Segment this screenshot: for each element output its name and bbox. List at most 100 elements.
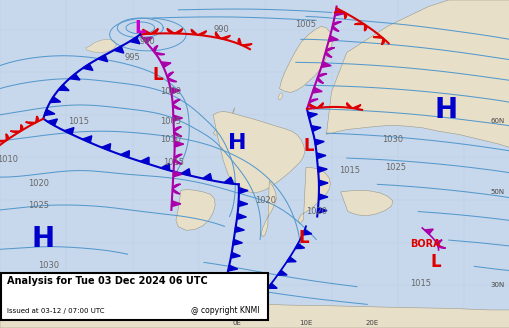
Text: 1015: 1015 bbox=[338, 166, 359, 175]
Polygon shape bbox=[325, 48, 334, 57]
Polygon shape bbox=[333, 11, 346, 19]
Polygon shape bbox=[219, 108, 241, 148]
Polygon shape bbox=[129, 37, 139, 44]
Polygon shape bbox=[82, 136, 92, 143]
Polygon shape bbox=[307, 112, 317, 118]
Polygon shape bbox=[354, 23, 366, 31]
Polygon shape bbox=[277, 92, 282, 100]
Polygon shape bbox=[373, 36, 384, 45]
Polygon shape bbox=[140, 157, 149, 164]
Polygon shape bbox=[316, 153, 325, 159]
Polygon shape bbox=[318, 194, 327, 200]
Polygon shape bbox=[236, 214, 246, 219]
Text: 0E: 0E bbox=[232, 320, 241, 326]
Text: L: L bbox=[153, 67, 163, 84]
Polygon shape bbox=[228, 265, 237, 271]
Polygon shape bbox=[10, 125, 23, 133]
Polygon shape bbox=[238, 38, 251, 46]
Polygon shape bbox=[230, 252, 240, 258]
Polygon shape bbox=[142, 37, 152, 43]
Polygon shape bbox=[167, 72, 176, 82]
Polygon shape bbox=[318, 180, 327, 186]
Polygon shape bbox=[234, 227, 244, 232]
Text: 10E: 10E bbox=[299, 320, 312, 326]
Polygon shape bbox=[202, 174, 211, 180]
Text: 1005: 1005 bbox=[295, 20, 316, 29]
Polygon shape bbox=[160, 62, 171, 68]
Polygon shape bbox=[0, 296, 509, 328]
Polygon shape bbox=[224, 278, 234, 284]
Polygon shape bbox=[436, 240, 445, 248]
Polygon shape bbox=[328, 36, 337, 42]
Text: 1015: 1015 bbox=[68, 117, 90, 126]
Polygon shape bbox=[317, 207, 326, 213]
Polygon shape bbox=[346, 103, 360, 108]
Text: H: H bbox=[434, 96, 457, 124]
Polygon shape bbox=[312, 87, 322, 93]
Polygon shape bbox=[170, 88, 180, 94]
Polygon shape bbox=[69, 74, 80, 80]
Polygon shape bbox=[172, 184, 180, 194]
Polygon shape bbox=[310, 126, 320, 132]
Polygon shape bbox=[143, 29, 158, 34]
Text: 1015: 1015 bbox=[162, 158, 184, 167]
Polygon shape bbox=[97, 55, 107, 62]
Polygon shape bbox=[114, 46, 124, 53]
Polygon shape bbox=[191, 29, 206, 35]
Polygon shape bbox=[267, 283, 277, 288]
Polygon shape bbox=[215, 32, 230, 39]
Polygon shape bbox=[174, 154, 182, 164]
Text: 50N: 50N bbox=[489, 189, 503, 195]
Polygon shape bbox=[238, 201, 247, 207]
Polygon shape bbox=[223, 177, 233, 184]
Polygon shape bbox=[308, 99, 318, 109]
Polygon shape bbox=[174, 141, 183, 147]
Text: 1025: 1025 bbox=[27, 200, 49, 210]
Polygon shape bbox=[332, 22, 341, 31]
Polygon shape bbox=[50, 97, 61, 103]
Polygon shape bbox=[120, 151, 129, 158]
Polygon shape bbox=[298, 167, 330, 224]
Polygon shape bbox=[82, 64, 93, 71]
Text: BORA: BORA bbox=[410, 239, 440, 249]
Polygon shape bbox=[295, 243, 304, 249]
Polygon shape bbox=[213, 127, 220, 135]
Polygon shape bbox=[279, 26, 332, 92]
Polygon shape bbox=[334, 10, 344, 16]
Text: 1020: 1020 bbox=[27, 179, 49, 188]
Polygon shape bbox=[47, 119, 58, 126]
Polygon shape bbox=[308, 103, 323, 108]
Polygon shape bbox=[302, 230, 311, 235]
Polygon shape bbox=[286, 257, 296, 262]
Text: 1005: 1005 bbox=[160, 117, 181, 126]
Text: 1020: 1020 bbox=[254, 195, 275, 205]
Text: 995: 995 bbox=[125, 53, 140, 62]
Text: 60N: 60N bbox=[489, 118, 503, 124]
Polygon shape bbox=[317, 73, 326, 83]
Polygon shape bbox=[160, 163, 169, 171]
Text: 1015: 1015 bbox=[409, 279, 431, 288]
Polygon shape bbox=[317, 167, 327, 173]
Polygon shape bbox=[173, 99, 180, 109]
Polygon shape bbox=[44, 110, 55, 115]
Polygon shape bbox=[238, 188, 247, 194]
Polygon shape bbox=[233, 239, 242, 245]
Text: Analysis for Tue 03 Dec 2024 06 UTC: Analysis for Tue 03 Dec 2024 06 UTC bbox=[7, 276, 207, 286]
Text: @ copyright KNMI: @ copyright KNMI bbox=[190, 306, 259, 315]
Text: 990: 990 bbox=[139, 36, 154, 46]
Polygon shape bbox=[25, 116, 38, 124]
Text: 20E: 20E bbox=[365, 320, 378, 326]
Polygon shape bbox=[0, 134, 8, 142]
Polygon shape bbox=[101, 144, 110, 151]
Polygon shape bbox=[261, 181, 276, 237]
Polygon shape bbox=[321, 62, 330, 68]
Text: 1020: 1020 bbox=[305, 207, 326, 216]
Polygon shape bbox=[153, 46, 164, 55]
Text: H: H bbox=[32, 225, 55, 254]
Text: 990: 990 bbox=[214, 25, 229, 34]
Text: 30N: 30N bbox=[489, 282, 503, 288]
Text: 1030: 1030 bbox=[381, 135, 403, 144]
Polygon shape bbox=[176, 190, 215, 230]
Text: 1000: 1000 bbox=[160, 87, 181, 96]
Polygon shape bbox=[64, 128, 74, 134]
